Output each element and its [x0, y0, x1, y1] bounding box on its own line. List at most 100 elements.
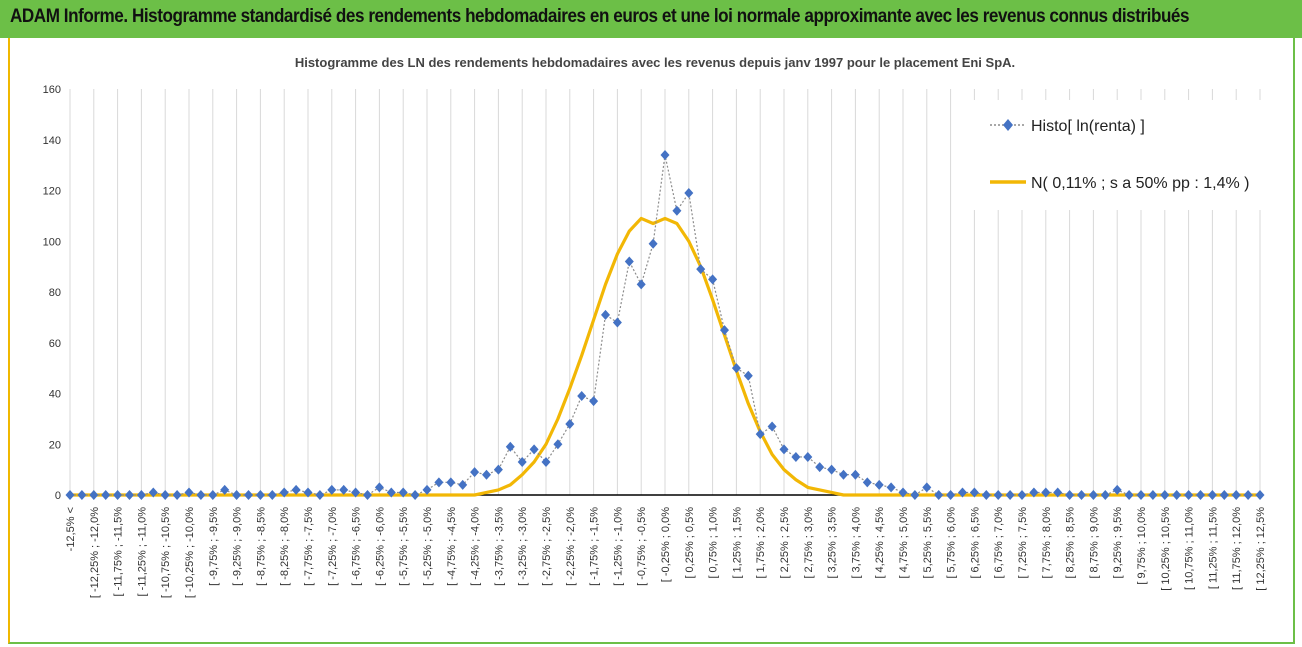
histogram-point [1207, 490, 1217, 500]
histogram-point [1112, 484, 1122, 495]
histogram-point [125, 490, 134, 500]
histogram-point [303, 487, 313, 498]
histogram-point [601, 309, 610, 320]
histogram-point [565, 418, 575, 429]
histogram-point [1160, 490, 1170, 500]
x-tick-label: -12,5% < [65, 507, 77, 551]
x-tick-label: [ 4,75% ; 5,0% [898, 507, 910, 579]
histogram-point [1124, 490, 1134, 500]
histogram-point [470, 467, 480, 478]
histogram-point [386, 487, 396, 498]
report-banner: ADAM Informe. Histogramme standardisé de… [0, 0, 1302, 38]
y-tick-label: 60 [49, 338, 61, 350]
histogram-point [446, 477, 456, 488]
histogram-point [1136, 490, 1146, 500]
histogram-point [648, 238, 658, 249]
histogram-point [720, 325, 729, 336]
histogram-point [839, 469, 848, 480]
histogram-point [315, 490, 325, 500]
histogram-point [327, 484, 337, 495]
histogram-point [1243, 490, 1253, 500]
histogram-point [410, 490, 420, 500]
legend-normal-label: N( 0,11% ; s a 50% pp : 1,4% ) [1031, 175, 1249, 192]
x-tick-label: [ -4,25% ; -4,0% [470, 507, 482, 586]
histogram-point [184, 487, 194, 498]
histogram-point [589, 396, 599, 407]
histogram-point [434, 477, 444, 488]
histogram-point [922, 482, 932, 493]
histogram-point [422, 484, 432, 495]
histogram-point [1017, 490, 1027, 500]
histogram-point [505, 441, 515, 452]
x-axis: -12,5% < [ -12,25% ; -12,0% [ -11,75% ; -1… [65, 494, 1267, 598]
x-tick-label: [ -0,75% ; -0,5% [636, 507, 648, 586]
histogram-point [1196, 490, 1205, 500]
histogram-point [553, 439, 563, 450]
x-tick-label: [ 9,75% ; 10,0% [1136, 507, 1148, 585]
x-tick-label: [ -1,75% ; -1,5% [589, 507, 601, 586]
y-tick-label: 20 [49, 439, 61, 451]
x-tick-label: [ -1,25% ; -1,0% [612, 507, 624, 586]
legend-histo-label: Histo[ ln(renta) ] [1031, 118, 1145, 135]
histogram-point [1088, 490, 1098, 500]
histogram-point [850, 469, 860, 480]
histogram-point [458, 479, 468, 490]
x-tick-label: [ 6,75% ; 7,0% [993, 507, 1005, 579]
x-tick-label: [ -2,25% ; -2,0% [565, 507, 577, 586]
x-tick-label: [ 10,75% ; 11,0% [1184, 507, 1196, 590]
x-tick-label: [ 12,25% ; 12,5% [1255, 507, 1267, 591]
x-tick-label: [ -12,25% ; -12,0% [89, 507, 101, 598]
y-tick-label: 160 [43, 84, 61, 96]
histogram-point [267, 490, 277, 500]
x-tick-label: [ -8,75% ; -8,5% [255, 507, 267, 586]
histogram-point [1100, 490, 1110, 500]
x-tick-label: [ -11,25% ; -11,0% [136, 507, 148, 597]
x-tick-label: [ -3,75% ; -3,5% [493, 507, 505, 586]
x-tick-label: [ -9,25% ; -9,0% [232, 507, 244, 586]
x-tick-label: [ -0,25% ; 0,0% [660, 507, 672, 582]
legend-histo-marker [1003, 119, 1013, 131]
x-tick-label: [ 1,25% ; 1,5% [731, 507, 743, 579]
y-tick-label: 0 [55, 490, 61, 502]
histogram-point [946, 490, 956, 500]
x-tick-label: [ 11,25% ; 11,5% [1207, 507, 1219, 589]
histogram-point [910, 490, 920, 500]
histogram-point [65, 490, 75, 500]
histogram-point [803, 451, 813, 462]
x-tick-label: [ -9,75% ; -9,5% [208, 507, 220, 586]
histogram-point [291, 484, 301, 495]
histogram-point [1029, 487, 1039, 498]
x-tick-label: [ 8,75% ; 9,0% [1088, 507, 1100, 579]
histogram-point [208, 490, 218, 500]
x-tick-label: [ 8,25% ; 8,5% [1065, 507, 1077, 579]
histogram-point [77, 490, 87, 500]
histogram-point [969, 487, 979, 498]
histogram-point [1041, 487, 1051, 498]
histogram-point [612, 317, 622, 328]
histogram-point [636, 279, 646, 290]
histogram-point [196, 490, 206, 500]
legend: Histo[ ln(renta) ] N( 0,11% ; s a 50% pp… [960, 100, 1290, 210]
x-tick-label: [ 1,75% ; 2,0% [755, 507, 767, 579]
histogram-point [220, 484, 230, 495]
histogram-point [244, 490, 253, 500]
histogram-point [791, 451, 801, 462]
histogram-point [898, 487, 908, 498]
x-tick-label: [ -2,75% ; -2,5% [541, 507, 553, 586]
histogram-point [493, 464, 503, 475]
histogram-point [708, 274, 718, 285]
histogram-point [339, 484, 349, 495]
y-tick-label: 80 [49, 287, 61, 299]
legend-background [960, 100, 1290, 210]
x-tick-label: [ 0,75% ; 1,0% [708, 507, 720, 579]
x-tick-label: [ -4,75% ; -4,5% [446, 507, 458, 586]
histogram-point [1231, 490, 1241, 500]
histogram-point [363, 490, 372, 500]
histogram-point [862, 477, 872, 488]
histogram-series [65, 149, 1265, 500]
x-tick-label: [ -7,25% ; -7,0% [327, 507, 339, 586]
x-tick-label: [ -8,25% ; -8,0% [279, 507, 291, 586]
histogram-point [351, 487, 361, 498]
